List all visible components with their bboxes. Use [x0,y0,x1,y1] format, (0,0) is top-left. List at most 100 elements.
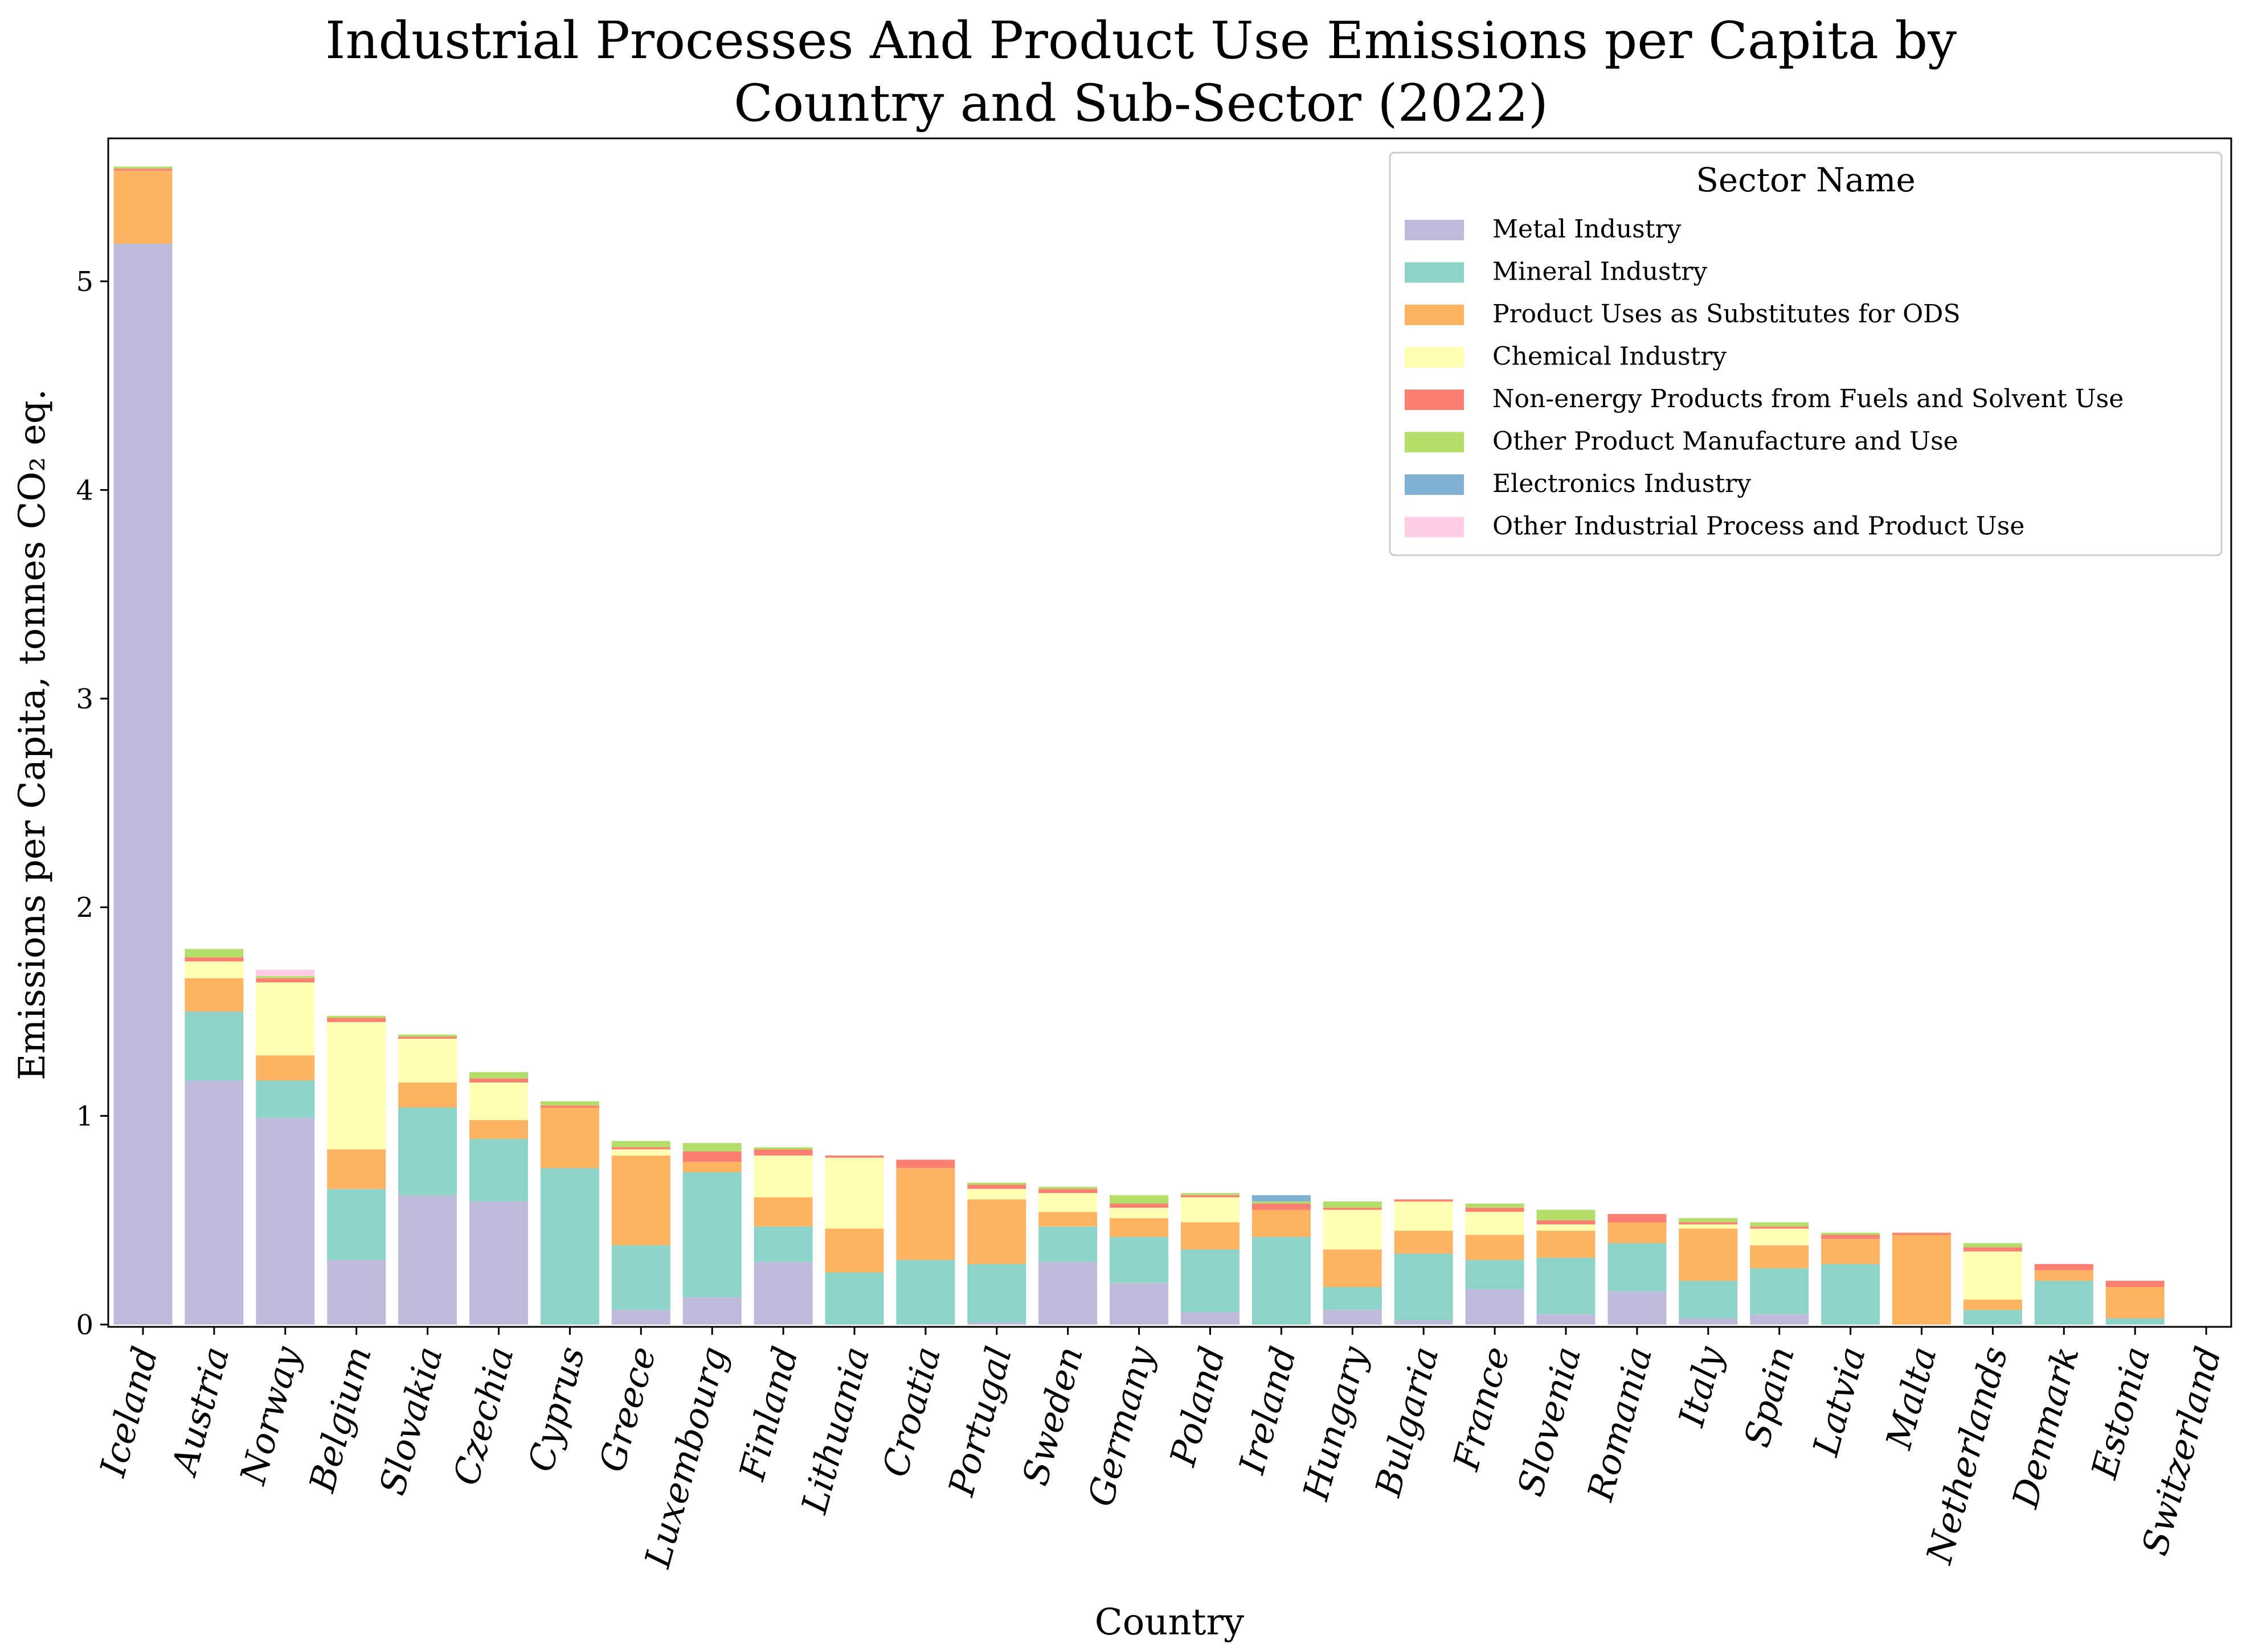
legend-frame [1389,151,2223,556]
legend-label: Electronics Industry [1492,469,1751,498]
legend-label: Non-energy Products from Fuels and Solve… [1492,384,2124,413]
bar-segment [398,1039,457,1083]
bar-segment [1110,1203,1169,1208]
legend-swatch [1405,262,1464,283]
bar-segment [256,982,315,1056]
bar-segment [1679,1224,1738,1229]
bar-segment [1110,1237,1169,1283]
bar-segment [1181,1312,1240,1325]
bar-segment [327,1015,386,1018]
bar-segment [682,1297,742,1325]
bar-segment [896,1159,955,1169]
bar-segment [1679,1281,1738,1319]
bar-segment [327,1149,386,1189]
y-tick-label: 0 [76,1309,93,1341]
bar-segment [1394,1231,1453,1254]
bar-segment [398,1107,457,1195]
bar-segment [754,1155,813,1198]
legend-swatch [1405,305,1464,325]
legend-label: Chemical Industry [1492,342,1727,371]
bar-segment [754,1262,813,1325]
bar-segment [1181,1193,1240,1195]
legend-title: Sector Name [1696,161,1916,199]
bar-segment [1181,1249,1240,1312]
bar-segment [1963,1300,2022,1310]
legend-label: Metal Industry [1492,215,1682,244]
bar-segment [1892,1235,1951,1325]
bar-segment [1750,1226,1809,1229]
bar-segment [1750,1245,1809,1269]
bar-segment [256,1118,315,1325]
bar-segment [540,1168,599,1325]
bar-segment [1750,1222,1809,1227]
bar-segment [611,1245,670,1310]
bar-segment [469,1078,528,1083]
bar-segment [1607,1222,1667,1244]
y-tick-label: 3 [76,683,93,715]
bar-segment [1679,1318,1738,1325]
bar-segment [1181,1195,1240,1198]
bar-segment [611,1310,670,1325]
bar-segment [1536,1224,1596,1231]
bar-segment [1607,1243,1667,1292]
bar-segment [1465,1203,1524,1208]
bar-segment [2034,1270,2093,1281]
bar-segment [1323,1287,1382,1310]
bar-segment [398,1195,457,1325]
bar-segment [185,949,244,958]
bar-segment [327,1188,386,1260]
bar-segment [1323,1249,1382,1288]
y-axis-label: Emissions per Capita, tonnes CO₂ eq. [11,389,54,1080]
bar-segment [1963,1247,2022,1252]
bar-segment [682,1172,742,1298]
bar-segment [1465,1212,1524,1235]
bar-segment [398,1036,457,1039]
legend-label: Other Industrial Process and Product Use [1492,512,2024,541]
bar-segment [540,1105,599,1108]
legend-swatch [1405,516,1464,538]
bar-segment [825,1157,884,1229]
bar-segment [469,1138,528,1202]
bar-segment [1821,1232,1880,1235]
bars-layer [113,166,2165,1325]
legend-swatch [1405,390,1464,410]
bar-segment [1323,1310,1382,1325]
bar-segment [1465,1235,1524,1260]
bar-segment [754,1197,813,1227]
y-tick-label: 5 [76,266,93,298]
bar-segment [967,1322,1026,1325]
bar-segment [1536,1220,1596,1225]
bar-segment [967,1182,1026,1185]
y-tick-label: 4 [76,474,93,506]
bar-segment [2105,1281,2165,1288]
bar-segment [1110,1195,1169,1204]
bar-segment [2034,1264,2093,1270]
bar-segment [1038,1187,1098,1189]
bar-segment [1607,1291,1667,1325]
bar-segment [398,1034,457,1037]
bar-segment [967,1184,1026,1189]
bar-segment [1750,1228,1809,1245]
legend-entries: Metal Industry Mineral Industry Product Us… [1405,215,2124,541]
bar-segment [540,1101,599,1106]
bar-segment [469,1083,528,1120]
bar-segment [611,1155,670,1245]
bar-segment [469,1120,528,1139]
bar-segment [1963,1310,2022,1325]
bar-segment [256,970,315,977]
bar-segment [256,978,315,983]
bar-segment [185,1080,244,1325]
y-axis: 0 1 2 3 4 5 [76,266,108,1341]
bar-segment [1679,1222,1738,1225]
bar-segment [185,1011,244,1081]
bar-segment [754,1149,813,1156]
bar-segment [1536,1314,1596,1325]
bar-segment [1465,1207,1524,1212]
legend-swatch [1405,474,1464,495]
bar-segment [540,1107,599,1169]
bar-segment [2105,1287,2165,1318]
bar-segment [2034,1281,2093,1325]
bar-segment [469,1072,528,1079]
bar-segment [256,976,315,978]
bar-segment [1251,1195,1311,1202]
